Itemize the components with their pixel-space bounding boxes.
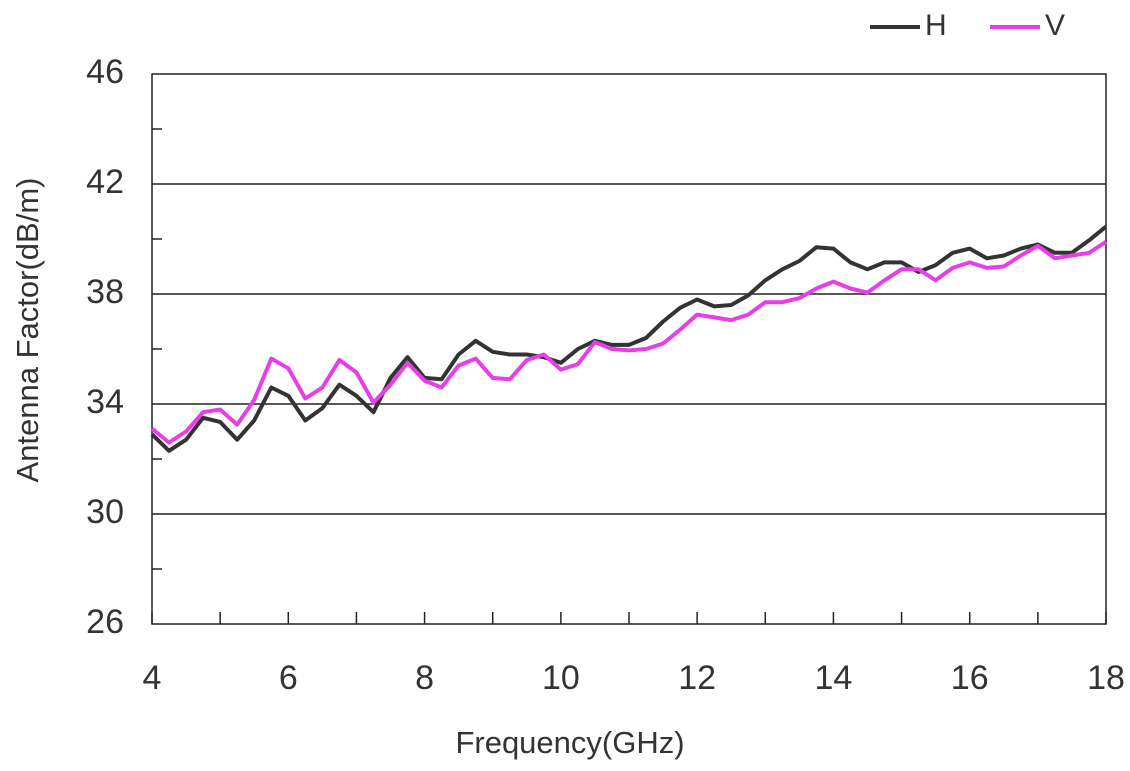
x-tick-label: 16 (951, 659, 989, 697)
series-line (150, 225, 1108, 453)
x-tick-label: 10 (542, 659, 580, 697)
y-tick-label: 38 (86, 273, 124, 311)
legend-label: H (925, 9, 947, 42)
y-tick-label: 46 (86, 53, 124, 91)
y-tick-label: 26 (86, 603, 124, 641)
x-tick-label: 4 (143, 659, 162, 697)
x-tick-label: 8 (415, 659, 434, 697)
x-tick-label: 6 (279, 659, 298, 697)
y-axis-label: Antenna Factor(dB/m) (10, 178, 45, 483)
y-tick-label: 34 (86, 383, 124, 421)
x-tick-label: 14 (815, 659, 853, 697)
series-line (150, 240, 1108, 445)
x-tick-label: 12 (678, 659, 716, 697)
y-tick-label: 30 (86, 493, 124, 531)
x-tick-label: 18 (1087, 659, 1125, 697)
x-axis-label: Frequency(GHz) (455, 725, 684, 760)
y-tick-label: 42 (86, 163, 124, 201)
legend-label: V (1045, 9, 1065, 42)
plot-frame (151, 73, 1107, 625)
